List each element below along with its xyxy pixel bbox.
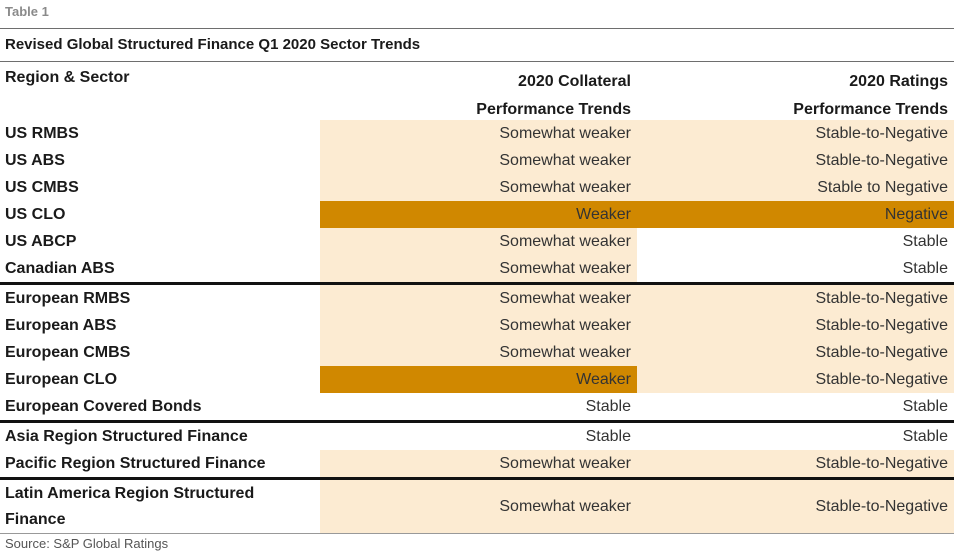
row-ratings: Stable-to-Negative bbox=[637, 450, 954, 477]
row-ratings: Stable-to-Negative bbox=[637, 339, 954, 366]
title-divider bbox=[0, 61, 954, 62]
table-row: US RMBS Somewhat weaker Stable-to-Negati… bbox=[0, 120, 954, 147]
row-collateral: Somewhat weaker bbox=[320, 228, 637, 255]
row-collateral: Somewhat weaker bbox=[320, 120, 637, 147]
row-collateral: Somewhat weaker bbox=[320, 312, 637, 339]
row-collateral: Somewhat weaker bbox=[320, 147, 637, 174]
row-ratings: Stable-to-Negative bbox=[637, 366, 954, 393]
row-sector: European Covered Bonds bbox=[5, 397, 202, 415]
source-note: Source: S&P Global Ratings bbox=[5, 536, 169, 551]
table-row: European CMBS Somewhat weaker Stable-to-… bbox=[0, 339, 954, 366]
row-sector: Pacific Region Structured Finance bbox=[5, 454, 266, 472]
row-ratings: Stable-to-Negative bbox=[637, 480, 954, 533]
row-sector: European CMBS bbox=[5, 343, 131, 361]
row-collateral: Somewhat weaker bbox=[320, 255, 637, 282]
row-sector: European RMBS bbox=[5, 289, 131, 307]
table-row: Asia Region Structured Finance Stable St… bbox=[0, 423, 954, 450]
row-sector: US CLO bbox=[5, 205, 66, 223]
row-collateral: Somewhat weaker bbox=[320, 339, 637, 366]
row-collateral: Somewhat weaker bbox=[320, 285, 637, 312]
header-ratings: 2020 Ratings Performance Trends bbox=[793, 68, 948, 124]
table-row: US CLO Weaker Negative bbox=[0, 201, 954, 228]
row-sector: European CLO bbox=[5, 370, 118, 388]
row-ratings: Stable-to-Negative bbox=[637, 312, 954, 339]
row-ratings: Stable to Negative bbox=[637, 174, 954, 201]
row-collateral: Weaker bbox=[320, 201, 637, 228]
header-collateral-line2: Performance Trends bbox=[476, 101, 631, 118]
row-ratings: Stable-to-Negative bbox=[637, 120, 954, 147]
row-ratings: Stable bbox=[637, 228, 954, 255]
row-ratings: Stable bbox=[637, 255, 954, 282]
table-row: European CLO Weaker Stable-to-Negative bbox=[0, 366, 954, 393]
table-row: European ABS Somewhat weaker Stable-to-N… bbox=[0, 312, 954, 339]
row-ratings: Stable-to-Negative bbox=[637, 285, 954, 312]
row-sector: US ABS bbox=[5, 151, 65, 169]
row-ratings: Stable bbox=[637, 423, 954, 450]
row-collateral: Weaker bbox=[320, 366, 637, 393]
table-row: European RMBS Somewhat weaker Stable-to-… bbox=[0, 285, 954, 312]
header-region: Region & Sector bbox=[5, 69, 130, 86]
row-collateral: Stable bbox=[320, 423, 637, 450]
table-caption: Table 1 bbox=[5, 4, 49, 19]
header-collateral: 2020 Collateral Performance Trends bbox=[476, 68, 631, 124]
row-sector: Canadian ABS bbox=[5, 259, 115, 277]
row-sector: Asia Region Structured Finance bbox=[5, 427, 248, 445]
table-row: European Covered Bonds Stable Stable bbox=[0, 393, 954, 423]
table-row: US ABCP Somewhat weaker Stable bbox=[0, 228, 954, 255]
row-sector: US CMBS bbox=[5, 178, 79, 196]
row-collateral: Somewhat weaker bbox=[320, 174, 637, 201]
table-row: Pacific Region Structured Finance Somewh… bbox=[0, 450, 954, 480]
row-collateral: Somewhat weaker bbox=[320, 480, 637, 533]
table-body: US RMBS Somewhat weaker Stable-to-Negati… bbox=[0, 120, 954, 534]
row-ratings: Stable bbox=[637, 393, 954, 420]
row-collateral: Somewhat weaker bbox=[320, 450, 637, 477]
caption-divider bbox=[0, 28, 954, 29]
row-sector: European ABS bbox=[5, 316, 117, 334]
row-ratings: Negative bbox=[637, 201, 954, 228]
table-header: Region & Sector 2020 Collateral Performa… bbox=[0, 64, 954, 120]
header-ratings-line2: Performance Trends bbox=[793, 101, 948, 118]
table-row: US ABS Somewhat weaker Stable-to-Negativ… bbox=[0, 147, 954, 174]
table-title: Revised Global Structured Finance Q1 202… bbox=[5, 36, 421, 53]
table-row: US CMBS Somewhat weaker Stable to Negati… bbox=[0, 174, 954, 201]
row-collateral: Stable bbox=[320, 393, 637, 420]
header-ratings-line1: 2020 Ratings bbox=[849, 73, 948, 90]
header-collateral-line1: 2020 Collateral bbox=[518, 73, 631, 90]
row-sector: Latin America Region Structured Finance bbox=[5, 484, 255, 528]
row-ratings: Stable-to-Negative bbox=[637, 147, 954, 174]
table-row: Latin America Region Structured Finance … bbox=[0, 480, 954, 534]
row-sector: US ABCP bbox=[5, 232, 77, 250]
table-row: Canadian ABS Somewhat weaker Stable bbox=[0, 255, 954, 285]
row-sector: US RMBS bbox=[5, 124, 79, 142]
